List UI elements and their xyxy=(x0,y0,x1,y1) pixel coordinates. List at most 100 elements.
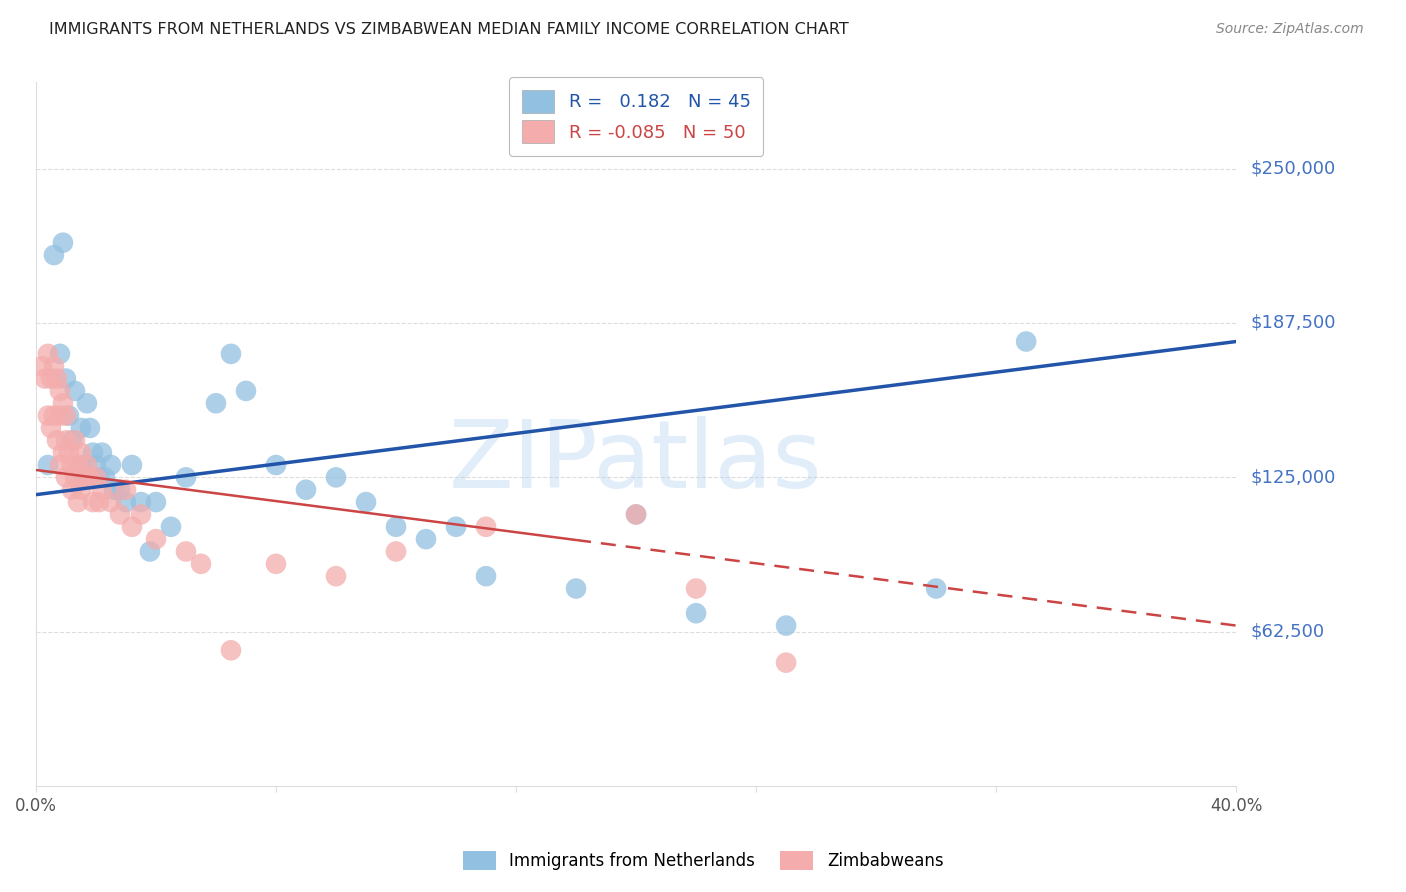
Point xyxy=(37,458,59,472)
Point xyxy=(415,532,437,546)
Point xyxy=(42,409,65,423)
Point xyxy=(79,421,101,435)
Point xyxy=(70,483,93,497)
Point xyxy=(87,495,110,509)
Point xyxy=(76,458,98,472)
Point xyxy=(42,248,65,262)
Point xyxy=(108,483,131,497)
Point xyxy=(354,495,377,509)
Point xyxy=(139,544,162,558)
Point xyxy=(145,532,167,546)
Point xyxy=(100,458,122,472)
Point xyxy=(55,409,77,423)
Point xyxy=(444,520,467,534)
Point xyxy=(76,396,98,410)
Point xyxy=(55,434,77,448)
Point xyxy=(565,582,588,596)
Point xyxy=(66,495,89,509)
Point xyxy=(63,470,86,484)
Point xyxy=(190,557,212,571)
Text: $187,500: $187,500 xyxy=(1250,314,1336,332)
Point xyxy=(685,582,707,596)
Point xyxy=(1015,334,1038,349)
Point xyxy=(82,495,104,509)
Point xyxy=(70,421,93,435)
Point xyxy=(37,347,59,361)
Point xyxy=(49,384,72,398)
Point xyxy=(115,495,138,509)
Point xyxy=(84,458,107,472)
Point xyxy=(45,434,67,448)
Legend: Immigrants from Netherlands, Zimbabweans: Immigrants from Netherlands, Zimbabweans xyxy=(456,844,950,877)
Point xyxy=(685,606,707,620)
Point xyxy=(60,458,83,472)
Point xyxy=(108,508,131,522)
Text: $250,000: $250,000 xyxy=(1250,160,1336,178)
Point xyxy=(31,359,53,374)
Point xyxy=(385,544,408,558)
Point xyxy=(55,470,77,484)
Point xyxy=(55,371,77,385)
Point xyxy=(91,483,114,497)
Point xyxy=(475,569,498,583)
Point xyxy=(925,582,948,596)
Point xyxy=(84,470,107,484)
Point xyxy=(58,409,80,423)
Point xyxy=(82,445,104,459)
Point xyxy=(52,445,75,459)
Point xyxy=(100,495,122,509)
Point xyxy=(121,458,143,472)
Text: $125,000: $125,000 xyxy=(1250,468,1336,486)
Point xyxy=(94,470,117,484)
Point xyxy=(60,434,83,448)
Point xyxy=(63,434,86,448)
Point xyxy=(52,396,75,410)
Point xyxy=(91,445,114,459)
Point xyxy=(174,544,197,558)
Point xyxy=(79,470,101,484)
Point xyxy=(49,409,72,423)
Point xyxy=(45,371,67,385)
Point xyxy=(66,458,89,472)
Point xyxy=(39,421,62,435)
Point xyxy=(264,458,287,472)
Point xyxy=(145,495,167,509)
Point xyxy=(73,470,96,484)
Point xyxy=(34,371,56,385)
Point xyxy=(87,470,110,484)
Point xyxy=(121,520,143,534)
Text: ZIPatlas: ZIPatlas xyxy=(450,417,823,508)
Point xyxy=(475,520,498,534)
Point xyxy=(63,384,86,398)
Text: Source: ZipAtlas.com: Source: ZipAtlas.com xyxy=(1216,22,1364,37)
Point xyxy=(129,508,152,522)
Point xyxy=(160,520,183,534)
Point xyxy=(129,495,152,509)
Point xyxy=(49,458,72,472)
Point xyxy=(115,483,138,497)
Point xyxy=(264,557,287,571)
Point xyxy=(219,643,242,657)
Point xyxy=(624,508,647,522)
Point xyxy=(52,235,75,250)
Point xyxy=(235,384,257,398)
Point xyxy=(295,483,318,497)
Point xyxy=(39,371,62,385)
Point xyxy=(60,483,83,497)
Point xyxy=(624,508,647,522)
Point xyxy=(385,520,408,534)
Point xyxy=(49,347,72,361)
Text: IMMIGRANTS FROM NETHERLANDS VS ZIMBABWEAN MEDIAN FAMILY INCOME CORRELATION CHART: IMMIGRANTS FROM NETHERLANDS VS ZIMBABWEA… xyxy=(49,22,849,37)
Legend: R =   0.182   N = 45, R = -0.085   N = 50: R = 0.182 N = 45, R = -0.085 N = 50 xyxy=(509,77,763,156)
Point xyxy=(219,347,242,361)
Point xyxy=(70,445,93,459)
Point xyxy=(73,470,96,484)
Point xyxy=(325,569,347,583)
Text: $62,500: $62,500 xyxy=(1250,623,1324,640)
Point xyxy=(775,656,797,670)
Point xyxy=(42,359,65,374)
Point xyxy=(70,458,93,472)
Point xyxy=(174,470,197,484)
Point xyxy=(325,470,347,484)
Point xyxy=(37,409,59,423)
